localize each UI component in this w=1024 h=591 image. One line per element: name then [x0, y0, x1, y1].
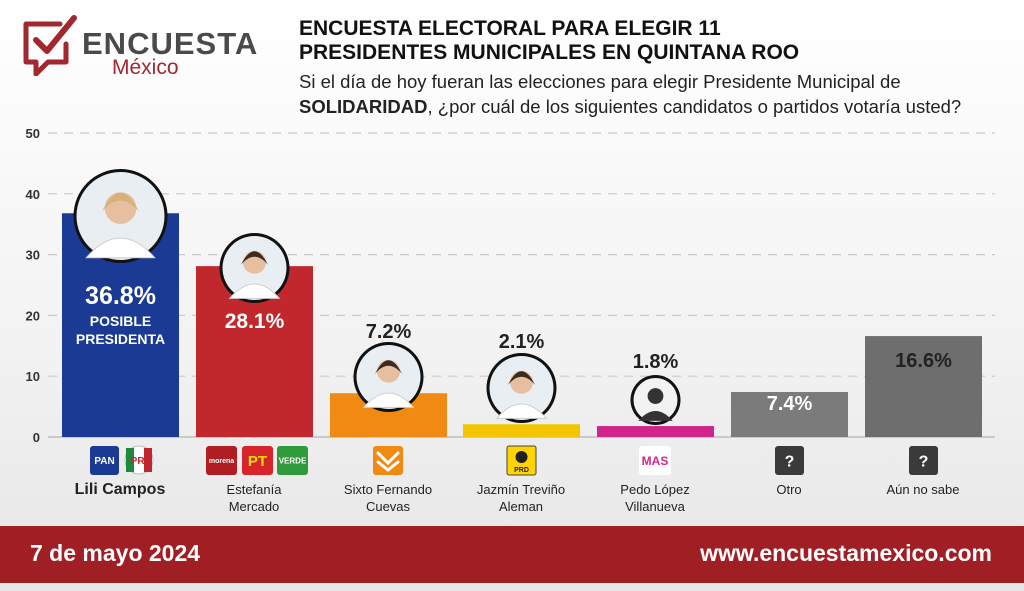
pt-logo-box: [242, 446, 273, 475]
title-line-2: PRESIDENTES MUNICIPALES EN QUINTANA ROO: [299, 41, 800, 64]
bar-4: [463, 424, 580, 437]
category-label-line: Aún no sabe: [886, 482, 959, 497]
unknown-icon-text: ?: [785, 453, 795, 470]
unknown-icon: ?: [775, 446, 804, 475]
y-tick-label: 30: [26, 248, 40, 263]
pan-logo-text: PAN: [94, 456, 114, 467]
candidate-photo-5: [630, 375, 681, 425]
question-rest: , ¿por cuál de los siguientes candidatos…: [427, 96, 962, 117]
pri-logo: PRI: [124, 445, 154, 475]
candidate-photo-4: [486, 353, 557, 423]
pt-logo-text: PT: [248, 453, 267, 470]
pri-red: [144, 448, 152, 472]
brand-logo: ENCUESTA México: [20, 14, 270, 84]
value-label-3: 7.2%: [366, 321, 412, 343]
mc-logo: [373, 446, 403, 475]
morena-logo-text: morena: [209, 458, 234, 465]
photo-body: [495, 403, 548, 419]
leader-note-line-1: POSIBLE: [90, 313, 151, 329]
mas-logo-text: MAS: [642, 454, 669, 468]
verde-logo-text: VERDE: [279, 456, 307, 465]
y-tick-label: 10: [26, 369, 40, 384]
category-label-7: Aún no sabe: [886, 482, 959, 497]
candidate-photo-1: [73, 169, 168, 263]
pan-logo: PAN: [90, 446, 119, 475]
bar-chart: 0 10 20 30 40 50 36.8% POSIBLE PRESIDENTA 28.1% 7.…: [26, 126, 995, 514]
pri-green: [126, 448, 134, 472]
unknown-icon: ?: [909, 446, 938, 475]
prd-text: PRD: [514, 467, 529, 474]
category-label-5: Pedo López Villanueva: [620, 482, 689, 514]
category-label-line: Mercado: [229, 499, 280, 514]
question-line-1: Si el día de hoy fueran las elecciones p…: [299, 71, 901, 92]
unknown-icon-text: ?: [919, 453, 929, 470]
mas-logo: MAS: [639, 446, 671, 475]
photo-body: [638, 411, 673, 421]
category-label-4: Jazmín Treviño Aleman: [477, 482, 565, 514]
page-title: ENCUESTA ELECTORAL PARA ELEGIR 11 PRESID…: [299, 17, 799, 65]
municipality-name: SOLIDARIDAD: [299, 96, 428, 117]
category-label-1: Lili Campos: [75, 481, 166, 498]
category-label-3: Sixto Fernando Cuevas: [344, 482, 432, 514]
pri-text: PRI: [131, 456, 148, 467]
category-label-line: Jazmín Treviño: [477, 482, 565, 497]
value-label-5: 1.8%: [633, 351, 679, 373]
verde-logo-box: [277, 446, 308, 475]
pt-logo: PT: [242, 446, 273, 475]
website-link[interactable]: www.encuestamexico.com: [700, 540, 992, 566]
category-label-line: Villanueva: [625, 499, 686, 514]
leader-note-line-2: PRESIDENTA: [76, 331, 165, 347]
y-tick-label: 50: [26, 126, 40, 141]
photo-body: [85, 237, 156, 259]
category-label-line: Pedo López: [620, 482, 689, 497]
mc-arrows: [376, 451, 400, 472]
photo-hair: [375, 360, 402, 374]
value-label-6: 7.4%: [767, 393, 813, 415]
unknown-icon-box: [775, 446, 804, 475]
photo-body: [362, 392, 415, 408]
bar-7: [865, 336, 982, 437]
category-label-line: Sixto Fernando: [344, 482, 432, 497]
prd-logo: PRD: [506, 445, 537, 476]
candidate-photo-3: [353, 342, 424, 412]
mc-box: [373, 446, 403, 475]
category-label-line: Cuevas: [366, 499, 411, 514]
category-label-line: Otro: [776, 482, 801, 497]
y-tick-label: 0: [33, 430, 40, 445]
category-label-6: Otro: [776, 482, 801, 497]
logo-wordmark: ENCUESTA: [82, 26, 259, 61]
photo-hair: [102, 192, 139, 212]
category-label-line: Aleman: [499, 499, 543, 514]
category-label-2: Estefanía Mercado: [227, 482, 283, 514]
survey-date: 7 de mayo 2024: [30, 540, 201, 566]
y-tick-label: 40: [26, 187, 40, 202]
prd-sun: [515, 451, 528, 463]
category-label-line: Estefanía: [227, 482, 283, 497]
value-label-4: 2.1%: [499, 331, 545, 353]
photo-head: [647, 388, 664, 404]
y-tick-label: 20: [26, 308, 40, 323]
photo-hair: [241, 251, 268, 265]
morena-logo: morena: [206, 446, 237, 475]
verde-logo: VERDE: [277, 446, 308, 475]
bar-5: [597, 426, 714, 437]
pan-logo-box: [90, 446, 119, 475]
value-label-7: 16.6%: [895, 350, 952, 372]
value-label-1: 36.8%: [85, 282, 156, 310]
question-line-2: SOLIDARIDAD, ¿por cuál de los siguientes…: [299, 94, 961, 119]
check-bubble-icon: [23, 15, 77, 76]
value-label-2: 28.1%: [225, 310, 285, 333]
photo-body: [228, 283, 281, 299]
candidate-photo-2: [219, 233, 290, 303]
category-label-line: Lili Campos: [75, 481, 166, 498]
title-line-1: ENCUESTA ELECTORAL PARA ELEGIR 11: [299, 17, 721, 40]
unknown-icon-box: [909, 446, 938, 475]
footer-bar: 7 de mayo 2024 www.encuestamexico.com: [0, 526, 1024, 583]
survey-question: Si el día de hoy fueran las elecciones p…: [299, 69, 961, 119]
logo-subtitle: México: [112, 56, 179, 79]
mas-logo-box: [639, 446, 671, 475]
morena-logo-box: [206, 446, 237, 475]
bar-6: [731, 392, 848, 437]
photo-hair: [508, 371, 535, 385]
